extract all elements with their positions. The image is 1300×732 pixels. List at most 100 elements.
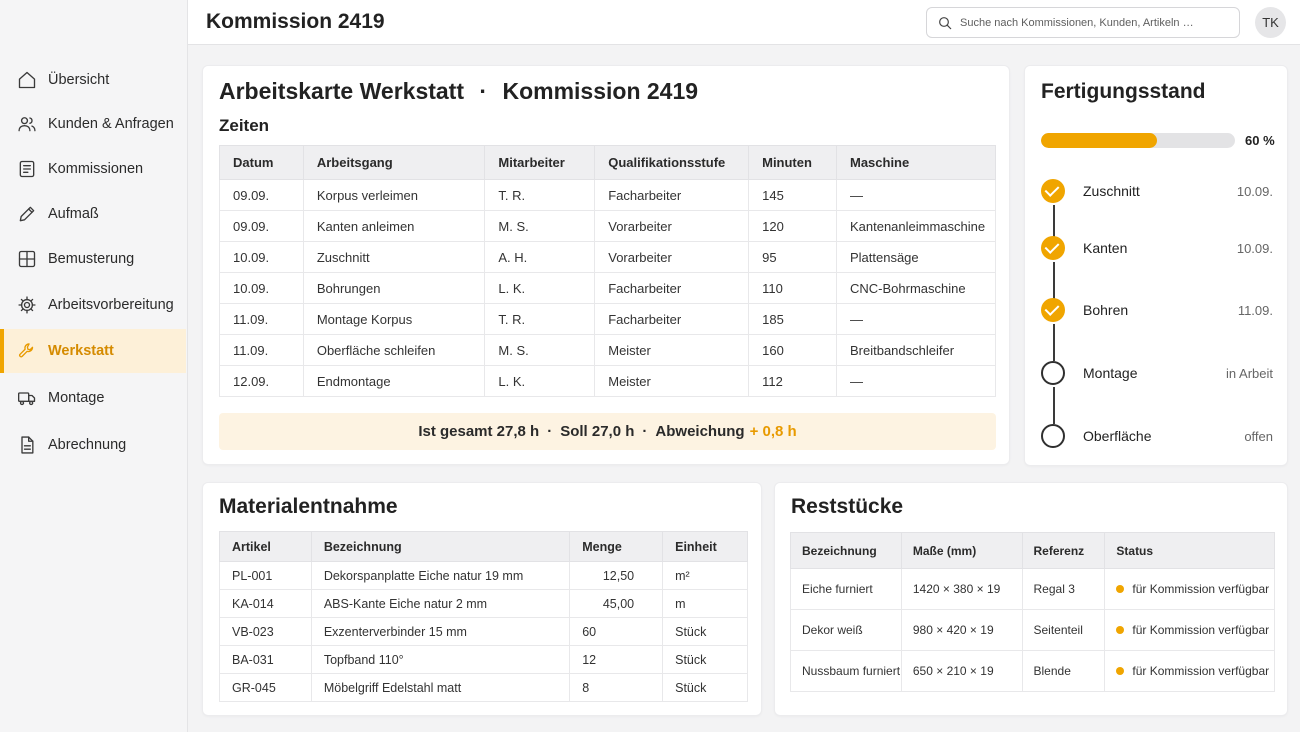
table-cell: Blende xyxy=(1021,650,1106,692)
table-cell: Oberfläche schleifen xyxy=(302,334,486,366)
status-badge: für Kommission verfügbar xyxy=(1132,664,1270,678)
table-row[interactable]: Dekor weiß 980 × 420 × 19 Seitenteil für Ko… xyxy=(790,609,1275,651)
table-cell: 09.09. xyxy=(219,179,304,211)
table-cell: Vorarbeiter xyxy=(594,241,750,273)
sidebar-item-label: Kunden & Anfragen xyxy=(48,116,174,132)
gear-icon xyxy=(16,294,38,316)
sidebar-item-kommissionen[interactable]: Kommissionen xyxy=(0,147,186,191)
table-row[interactable]: Eiche furniert 1420 × 380 × 19 Regal 3 für … xyxy=(790,568,1275,610)
sidebar-item-abrechnung[interactable]: Abrechnung xyxy=(0,423,186,467)
truck-icon xyxy=(16,387,38,409)
summary-abweichung-label: Abweichung xyxy=(655,423,745,440)
sidebar-item-aufmass[interactable]: Aufmaß xyxy=(0,192,186,236)
table-cell: Stück xyxy=(662,645,748,674)
table-row[interactable]: 12.09. Endmontage L. K. Meister 112— xyxy=(219,365,997,397)
column-header[interactable]: Maße (mm) xyxy=(900,532,1023,569)
reststuecke-title: Reststücke xyxy=(791,495,904,518)
column-header[interactable]: Mitarbeiter xyxy=(484,145,596,180)
column-header[interactable]: Bezeichnung xyxy=(790,532,902,569)
table-cell: 8 xyxy=(569,673,664,702)
table-cell: 11.09. xyxy=(219,334,304,366)
column-header[interactable]: Einheit xyxy=(662,531,748,562)
column-header[interactable]: Arbeitsgang xyxy=(302,145,486,180)
home-icon xyxy=(16,69,38,91)
table-cell: Möbelgriff Edelstahl matt xyxy=(310,673,571,702)
table-row[interactable]: PL-001 Dekorspanplatte Eiche natur 19 mm 1… xyxy=(219,561,748,590)
open-circle-icon xyxy=(1041,361,1065,385)
table-cell: ABS-Kante Eiche natur 2 mm xyxy=(310,589,571,618)
summary-ist: Ist gesamt 27,8 h xyxy=(418,423,540,440)
table-row[interactable]: Nussbaum furniert 650 × 210 × 19 Blende für… xyxy=(790,650,1275,692)
time-summary-bar: Ist gesamt 27,8 h · Soll 27,0 h · Abweic… xyxy=(219,413,996,450)
column-header[interactable]: Status xyxy=(1104,532,1275,569)
open-circle-icon xyxy=(1041,424,1065,448)
table-cell: 11.09. xyxy=(219,303,304,335)
step-label: Montage xyxy=(1083,365,1138,381)
column-header[interactable]: Menge xyxy=(569,531,664,562)
table-cell: Seitenteil xyxy=(1021,609,1106,651)
column-header[interactable]: Referenz xyxy=(1021,532,1106,569)
table-cell: — xyxy=(835,179,997,211)
table-cell: 45,00 xyxy=(569,589,664,618)
summary-separator: · xyxy=(547,423,553,440)
sidebar-item-label: Aufmaß xyxy=(48,206,99,222)
table-cell: 980 × 420 × 19 xyxy=(900,609,1023,651)
table-row[interactable]: 11.09. Oberfläche schleifen M. S. Meister 16… xyxy=(219,334,997,366)
step-label: Oberfläche xyxy=(1083,428,1152,444)
column-header[interactable]: Qualifikationsstufe xyxy=(594,145,750,180)
table-row[interactable]: GR-045 Möbelgriff Edelstahl matt 8 Stück xyxy=(219,673,748,702)
sidebar-item-werkstatt[interactable]: Werkstatt xyxy=(0,329,186,373)
timeline-connector xyxy=(1053,324,1055,361)
table-cell: PL-001 xyxy=(219,561,312,590)
step-date: offen xyxy=(1244,429,1273,444)
status-dot-icon xyxy=(1116,666,1125,675)
search-input[interactable] xyxy=(960,16,1230,29)
sidebar-item-label: Bemusterung xyxy=(48,251,135,267)
table-row[interactable]: 11.09. Montage Korpus T. R. Facharbeiter 185… xyxy=(219,303,997,335)
table-cell: Meister xyxy=(594,334,750,366)
table-cell: Montage Korpus xyxy=(302,303,486,335)
summary-soll: Soll 27,0 h xyxy=(560,423,635,440)
summary-separator: · xyxy=(642,423,648,440)
table-cell: Korpus verleimen xyxy=(302,179,486,211)
progress-percent: 60 % xyxy=(1245,133,1275,148)
pencil-icon xyxy=(16,203,38,225)
sidebar-item-uebersicht[interactable]: Übersicht xyxy=(0,58,186,102)
sidebar-item-kunden[interactable]: Kunden & Anfragen xyxy=(0,102,186,146)
users-icon xyxy=(16,113,38,135)
column-header[interactable]: Datum xyxy=(219,145,304,180)
step-montage: Montage in Arbeit xyxy=(1041,361,1273,387)
table-row[interactable]: 10.09. Zuschnitt A. H. Vorarbeiter 95 Platten… xyxy=(219,241,997,273)
material-table: Artikel Bezeichnung Menge Einheit PL-001… xyxy=(219,531,748,702)
zeiten-heading: Zeiten xyxy=(219,116,270,135)
table-cell: — xyxy=(835,303,997,335)
column-header[interactable]: Minuten xyxy=(748,145,837,180)
table-cell: 120 xyxy=(748,210,837,242)
table-row[interactable]: BA-031 Topfband 110° 12 Stück xyxy=(219,645,748,674)
table-row[interactable]: KA-014 ABS-Kante Eiche natur 2 mm 45,00 m xyxy=(219,589,748,618)
sidebar-item-label: Kommissionen xyxy=(48,161,144,177)
table-cell: Stück xyxy=(662,673,748,702)
table-row[interactable]: 10.09. Bohrungen L. K. Facharbeiter 110 CNC-B… xyxy=(219,272,997,304)
table-cell: Exzenterverbinder 15 mm xyxy=(310,617,571,646)
table-cell: m² xyxy=(662,561,748,590)
sidebar-item-bemusterung[interactable]: Bemusterung xyxy=(0,237,186,281)
column-header[interactable]: Bezeichnung xyxy=(310,531,571,562)
avatar[interactable]: TK xyxy=(1255,7,1286,38)
step-label: Kanten xyxy=(1083,240,1128,256)
table-cell: Breitbandschleifer xyxy=(835,334,997,366)
table-cell: 650 × 210 × 19 xyxy=(900,650,1023,692)
column-header[interactable]: Maschine xyxy=(835,145,997,180)
table-cell: BA-031 xyxy=(219,645,312,674)
sidebar-item-montage[interactable]: Montage xyxy=(0,376,186,420)
search-box[interactable] xyxy=(926,7,1240,38)
table-row[interactable]: 09.09. Korpus verleimen T. R. Facharbeiter 1… xyxy=(219,179,997,211)
table-cell: Endmontage xyxy=(302,365,486,397)
step-date: 10.09. xyxy=(1236,184,1273,199)
sidebar-item-label: Werkstatt xyxy=(48,343,114,359)
table-row[interactable]: 09.09. Kanten anleimen M. S. Vorarbeiter 120… xyxy=(219,210,997,242)
sidebar-item-arbeitsvorbereitung[interactable]: Arbeitsvorbereitung xyxy=(0,283,186,327)
table-cell: VB-023 xyxy=(219,617,312,646)
table-row[interactable]: VB-023 Exzenterverbinder 15 mm 60 Stück xyxy=(219,617,748,646)
column-header[interactable]: Artikel xyxy=(219,531,312,562)
